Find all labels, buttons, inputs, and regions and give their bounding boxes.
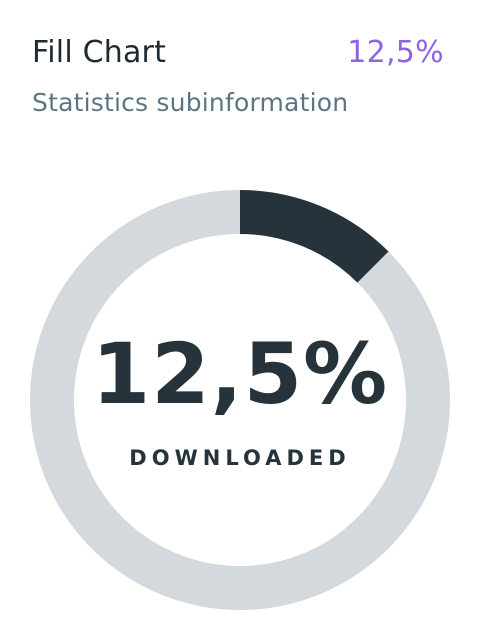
card-value: 12,5% — [347, 35, 444, 70]
ring-fill-segment — [239, 190, 389, 283]
progress-ring-svg — [30, 190, 450, 610]
card-title: Fill Chart — [32, 35, 167, 70]
progress-ring: 12,5% DOWNLOADED — [30, 190, 450, 610]
ring-track — [30, 190, 450, 610]
card-subtitle: Statistics subinformation — [32, 88, 349, 117]
